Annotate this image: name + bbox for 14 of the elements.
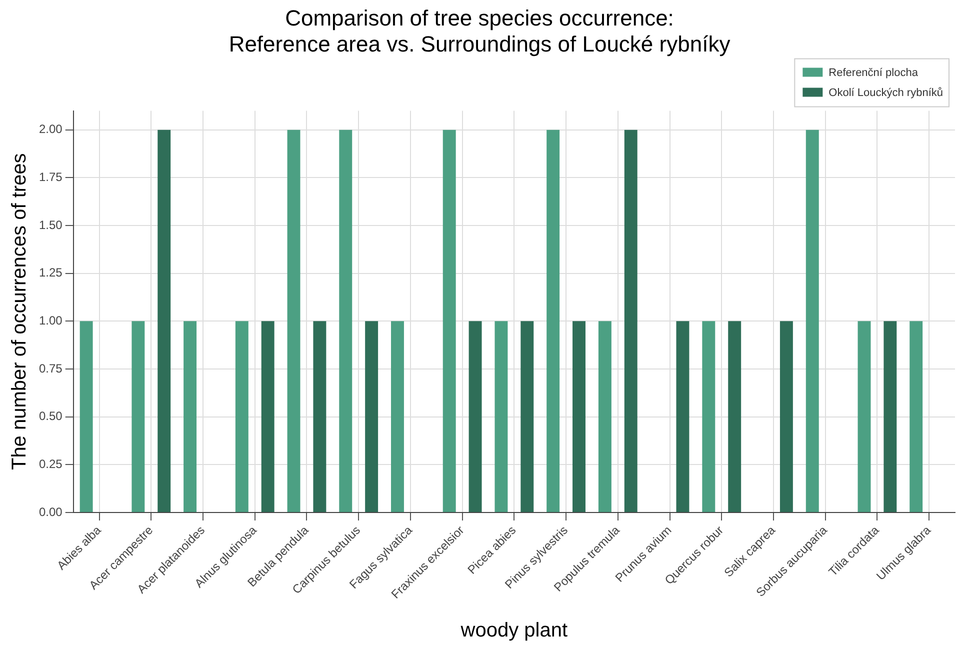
chart-title: Comparison of tree species occurrence: Reference area vs. Surroundings of Loucké rybníky bbox=[228, 5, 730, 57]
y-tick-label: 1.50 bbox=[38, 218, 63, 232]
legend-label: Okolí Louckých rybníků bbox=[828, 86, 944, 99]
y-tick-label: 1.00 bbox=[38, 313, 63, 328]
y-tick-label: 1.75 bbox=[38, 170, 63, 184]
y-tick-label: 1.25 bbox=[38, 266, 63, 280]
legend-label: Referenční plocha bbox=[828, 66, 919, 79]
y-tick-label: 0.75 bbox=[38, 361, 63, 376]
y-tick-label: 0.25 bbox=[38, 456, 63, 471]
y-tick-label: 0.50 bbox=[38, 409, 63, 424]
y-axis-title: The number of occurrences of trees bbox=[8, 153, 31, 470]
y-tick-label: 2.00 bbox=[38, 122, 63, 136]
y-tick-label: 0.00 bbox=[38, 504, 63, 519]
x-axis-title: woody plant bbox=[460, 620, 568, 642]
